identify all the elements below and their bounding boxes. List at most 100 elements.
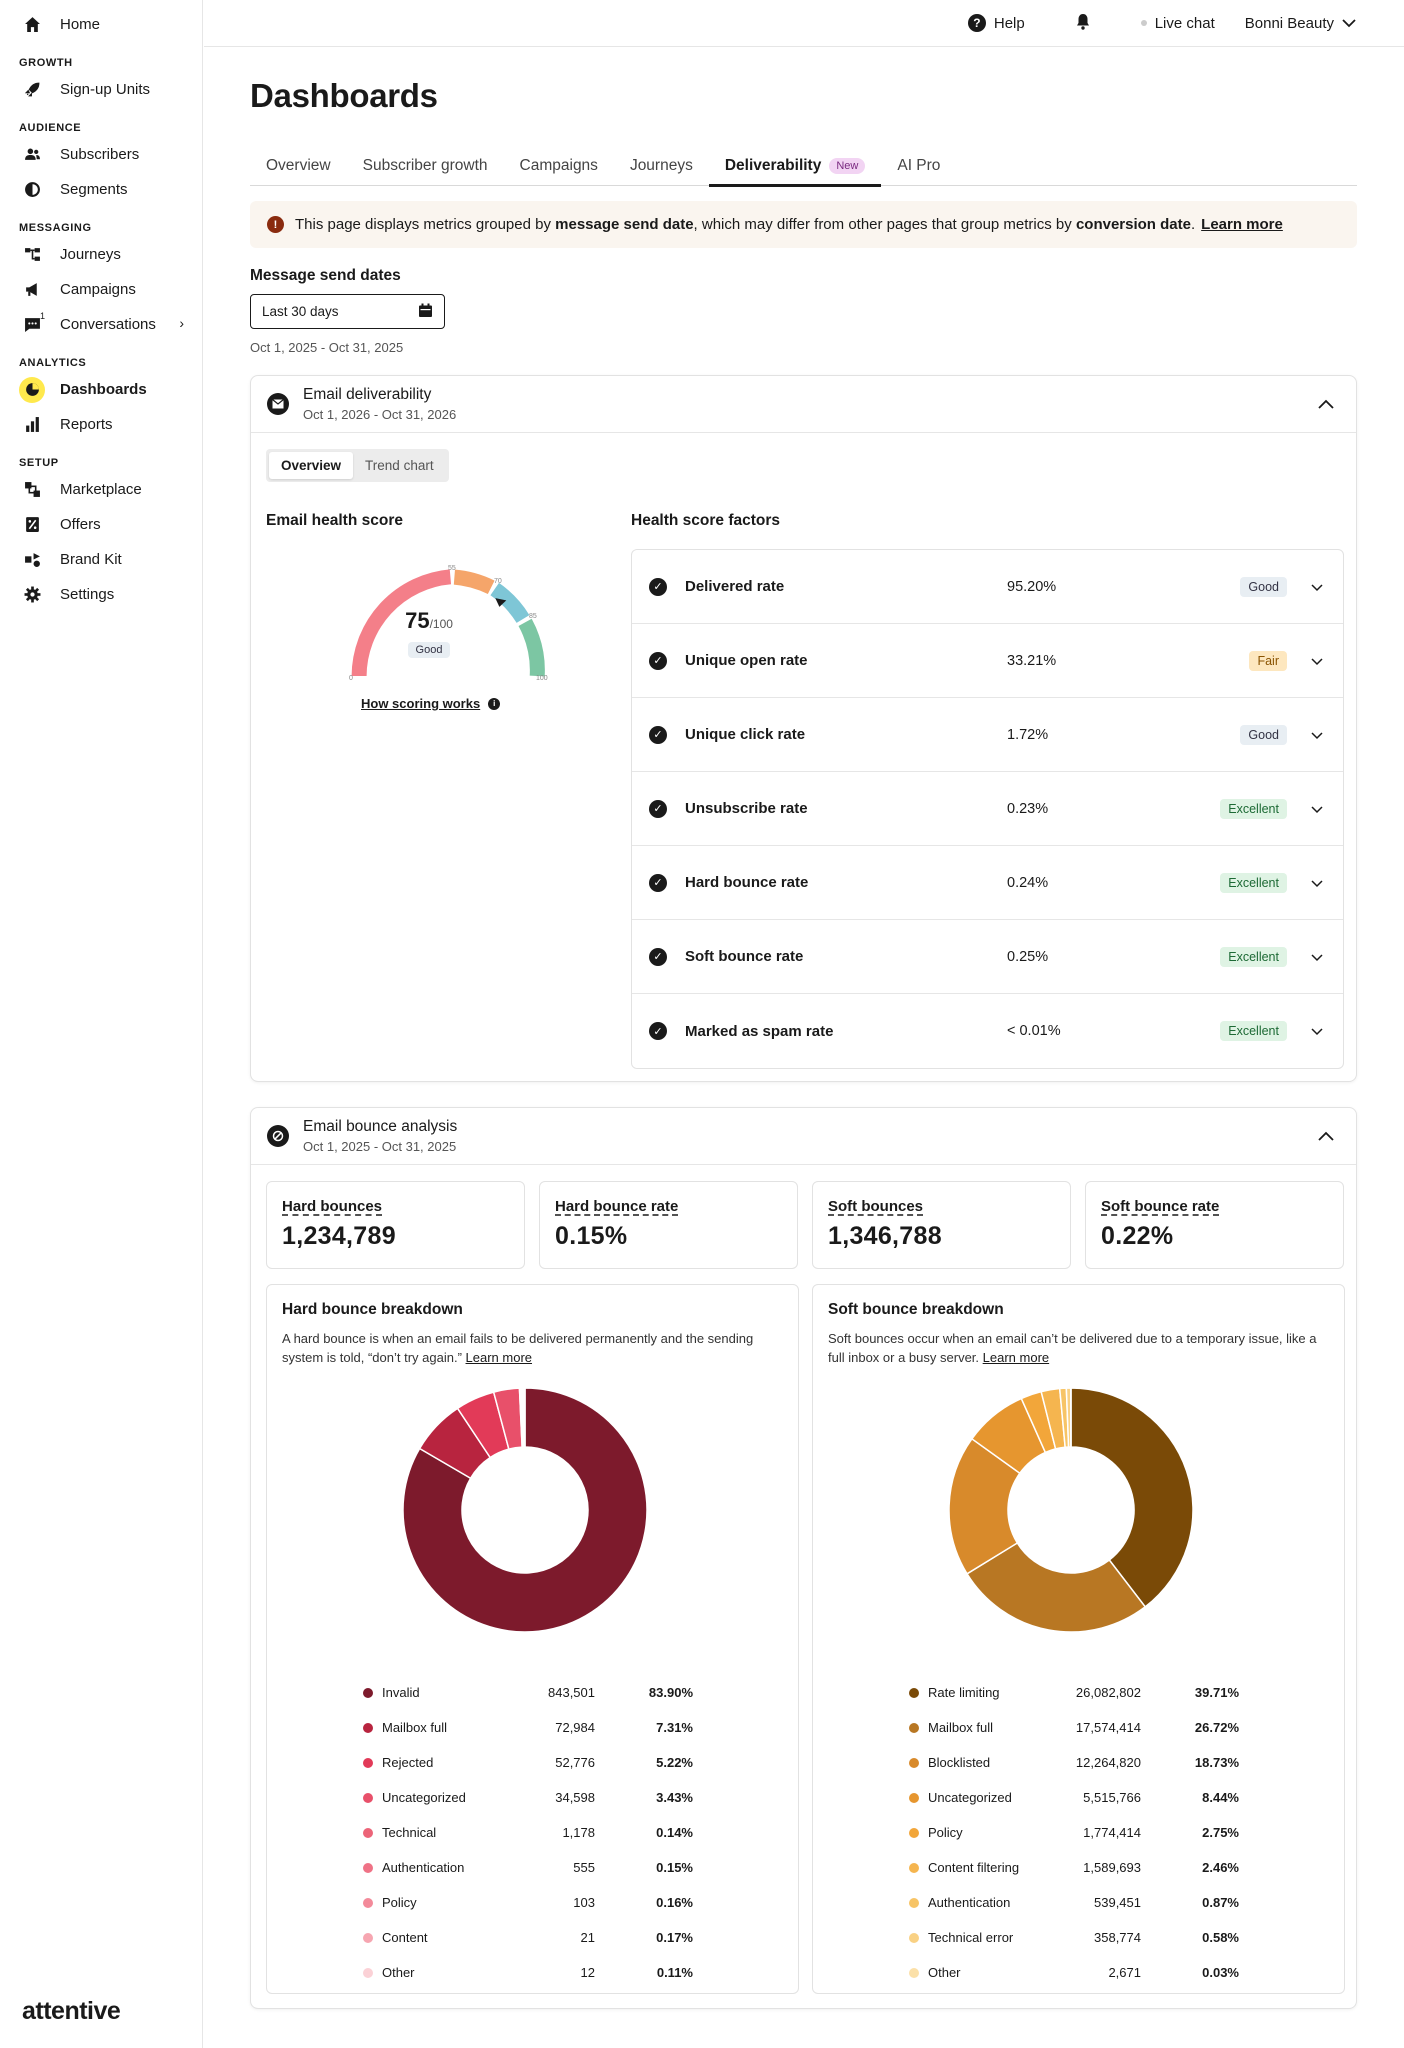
email-deliverability-card: Email deliverability Oct 1, 2026 - Oct 3… (250, 375, 1357, 1082)
chevron-down-icon[interactable] (1311, 1023, 1323, 1039)
tab-deliverability[interactable]: Deliverability New (708, 145, 882, 187)
stat-label[interactable]: Hard bounces (282, 1198, 383, 1215)
factor-value: 95.20% (1007, 578, 1057, 595)
learn-more-link[interactable]: Learn more (465, 1350, 533, 1365)
tab-overview[interactable]: Overview (266, 156, 331, 174)
legend-label: Other (928, 1965, 961, 1980)
legend-row: Policy 1,774,414 2.75% (909, 1815, 1239, 1850)
factor-row[interactable]: ✓ Marked as spam rate < 0.01% Excellent (632, 994, 1343, 1068)
stat-hard-bounces: Hard bounces 1,234,789 (266, 1181, 525, 1269)
factor-row[interactable]: ✓ Delivered rate 95.20% Good (632, 550, 1343, 624)
factor-name: Hard bounce rate (685, 874, 809, 891)
chevron-up-icon[interactable] (1318, 1128, 1334, 1145)
tab-ai-pro[interactable]: AI Pro (897, 156, 941, 174)
live-chat-button[interactable]: Live chat (1140, 14, 1215, 32)
chevron-down-icon[interactable] (1311, 727, 1323, 743)
notifications-button[interactable] (1075, 13, 1091, 34)
sidebar-item-label: Dashboards (60, 381, 147, 398)
legend-percent: 0.17% (656, 1930, 693, 1945)
legend-swatch (363, 1897, 373, 1908)
sidebar-item-marketplace[interactable]: Marketplace (0, 472, 202, 507)
soft-bounce-breakdown: Soft bounce breakdown Soft bounces occur… (812, 1284, 1345, 1994)
toggle-trend-chart[interactable]: Trend chart (365, 458, 434, 473)
learn-more-link[interactable]: Learn more (1201, 216, 1283, 233)
factor-row[interactable]: ✓ Unsubscribe rate 0.23% Excellent (632, 772, 1343, 846)
legend-count: 17,574,414 (1075, 1720, 1141, 1735)
help-link[interactable]: ? Help (967, 14, 1025, 32)
new-badge: New (829, 157, 866, 174)
banner-text: This page displays metrics grouped by me… (295, 216, 1196, 233)
gauge-segment-good (490, 582, 530, 624)
check-icon: ✓ (649, 651, 667, 670)
sidebar-item-subscribers[interactable]: Subscribers (0, 137, 202, 172)
donut-slice-invalid[interactable] (402, 1387, 648, 1633)
tab-campaigns[interactable]: Campaigns (519, 156, 598, 174)
sidebar-item-journeys[interactable]: Journeys (0, 237, 202, 272)
sidebar-item-conversations[interactable]: 1 Conversations › (0, 307, 202, 342)
sidebar-item-settings[interactable]: Settings (0, 577, 202, 612)
legend-label: Uncategorized (382, 1790, 466, 1805)
legend-label: Rate limiting (928, 1685, 1000, 1700)
gauge-tick-70: 70 (494, 578, 502, 585)
stat-label[interactable]: Soft bounces (828, 1198, 924, 1215)
learn-more-link[interactable]: Learn more (982, 1350, 1050, 1365)
sidebar-item-dashboards[interactable]: Dashboards (0, 372, 202, 407)
legend-label: Uncategorized (928, 1790, 1012, 1805)
factor-badge: Excellent (1220, 798, 1287, 819)
donut-slice-mailbox-full[interactable] (965, 1541, 1147, 1633)
chevron-down-icon[interactable] (1311, 949, 1323, 965)
chevron-down-icon[interactable] (1311, 875, 1323, 891)
legend-label: Content (382, 1930, 428, 1945)
dashboard-icon (19, 376, 45, 403)
legend-row: Other 12 0.11% (363, 1955, 693, 1990)
section-setup: SETUP (19, 457, 59, 469)
account-menu[interactable]: Bonni Beauty (1245, 15, 1356, 32)
attentive-logo: attentive (22, 1997, 121, 2025)
stat-label[interactable]: Soft bounce rate (1101, 1198, 1220, 1215)
sidebar-item-campaigns[interactable]: Campaigns (0, 272, 202, 307)
legend-row: Content 21 0.17% (363, 1920, 693, 1955)
legend-label: Mailbox full (382, 1720, 448, 1735)
factor-row[interactable]: ✓ Unique click rate 1.72% Good (632, 698, 1343, 772)
hard-bounce-donut-chart (402, 1387, 648, 1633)
tab-subscriber-growth[interactable]: Subscriber growth (362, 156, 488, 174)
live-chat-label: Live chat (1154, 14, 1215, 32)
how-scoring-works-link[interactable]: How scoring works i (361, 696, 501, 711)
date-range-picker[interactable]: Last 30 days (250, 294, 445, 329)
breakdown-description: A hard bounce is when an email fails to … (282, 1331, 754, 1365)
sidebar-item-offers[interactable]: Offers (0, 507, 202, 542)
factor-value: 0.23% (1007, 800, 1049, 817)
score-status-badge: Good (407, 642, 451, 658)
legend-percent: 18.73% (1194, 1755, 1239, 1770)
legend-swatch (909, 1827, 919, 1838)
legend-count: 1,589,693 (1083, 1860, 1141, 1875)
marketplace-icon (19, 477, 45, 503)
legend-swatch (363, 1722, 373, 1733)
sidebar-item-reports[interactable]: Reports (0, 407, 202, 442)
toggle-overview[interactable]: Overview (269, 452, 354, 479)
chevron-down-icon[interactable] (1311, 653, 1323, 669)
legend-row: Technical 1,178 0.14% (363, 1815, 693, 1850)
donut-slice-rate-limiting[interactable] (1070, 1387, 1194, 1608)
donut-slice-other[interactable] (523, 1387, 526, 1448)
sidebar-item-segments[interactable]: Segments (0, 172, 202, 207)
sidebar-item-brand-kit[interactable]: Brand Kit (0, 542, 202, 577)
stat-soft-bounce-rate: Soft bounce rate 0.22% (1085, 1181, 1344, 1269)
stat-label[interactable]: Hard bounce rate (555, 1198, 679, 1215)
legend-swatch (363, 1932, 373, 1943)
sidebar-item-home[interactable]: Home (0, 7, 202, 42)
tab-journeys[interactable]: Journeys (629, 156, 693, 174)
legend-row: Mailbox full 72,984 7.31% (363, 1710, 693, 1745)
legend-count: 12,264,820 (1075, 1755, 1141, 1770)
factor-row[interactable]: ✓ Unique open rate 33.21% Fair (632, 624, 1343, 698)
chevron-up-icon[interactable] (1318, 396, 1334, 413)
chevron-down-icon[interactable] (1311, 579, 1323, 595)
chevron-down-icon[interactable] (1311, 801, 1323, 817)
legend-label: Technical (382, 1825, 437, 1840)
factor-row[interactable]: ✓ Hard bounce rate 0.24% Excellent (632, 846, 1343, 920)
card-subtitle: Oct 1, 2025 - Oct 31, 2025 (303, 1139, 457, 1154)
legend-row: Authentication 555 0.15% (363, 1850, 693, 1885)
sidebar-item-signup-units[interactable]: Sign-up Units (0, 72, 202, 107)
legend-label: Rejected (382, 1755, 434, 1770)
factor-row[interactable]: ✓ Soft bounce rate 0.25% Excellent (632, 920, 1343, 994)
